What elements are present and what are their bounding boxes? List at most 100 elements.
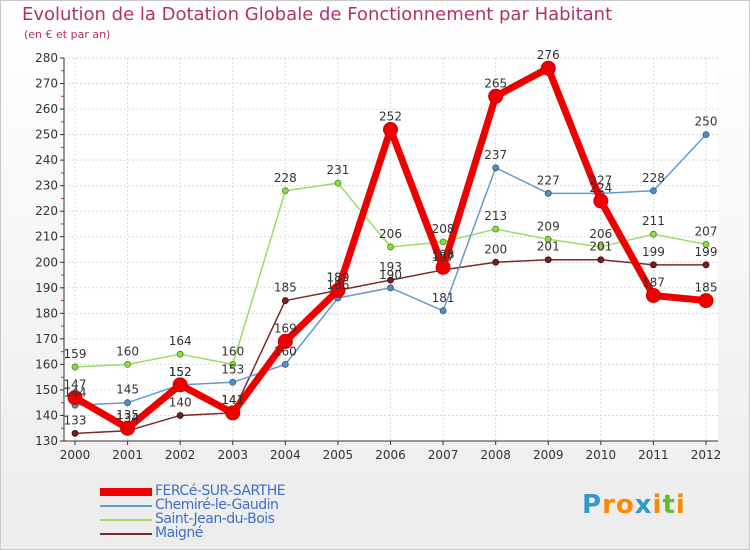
- data-point-maigne: [71, 429, 79, 437]
- data-label-ferce: 224: [589, 181, 612, 195]
- data-label-ferce: 152: [169, 365, 192, 379]
- y-tick-label: 160: [35, 357, 58, 371]
- data-point-ferce: [698, 293, 714, 309]
- data-label-ferce: 169: [274, 321, 297, 335]
- data-label-saint-jean: 209: [537, 219, 560, 233]
- data-label-chemire: 227: [589, 173, 612, 187]
- data-point-ferce: [225, 405, 241, 421]
- data-point-ferce: [645, 287, 661, 303]
- data-label-maigne: 185: [274, 281, 297, 295]
- y-tick-label: 240: [35, 153, 58, 167]
- data-point-chemire: [544, 189, 552, 197]
- data-point-chemire: [124, 399, 131, 407]
- legend-swatch-saint-jean: [100, 519, 152, 521]
- y-tick-label: 250: [35, 128, 58, 142]
- legend-label-ferce: FERCé-SUR-SARTHE: [155, 483, 286, 499]
- y-tick-label: 270: [35, 77, 58, 91]
- legend-label-chemire: Chemiré-le-Gaudin: [155, 497, 279, 513]
- data-label-chemire: 144: [64, 385, 87, 399]
- data-label-chemire: 250: [695, 115, 718, 129]
- y-tick-label: 260: [35, 102, 58, 116]
- data-point-chemire: [387, 284, 394, 292]
- y-tick-label: 130: [35, 434, 58, 448]
- data-label-chemire: 186: [326, 278, 349, 292]
- data-point-ferce: [488, 88, 504, 104]
- data-point-ferce: [383, 121, 398, 137]
- data-label-saint-jean: 164: [169, 334, 192, 348]
- data-point-saint-jean: [281, 187, 289, 195]
- logo-letter: t: [662, 490, 676, 520]
- data-point-saint-jean: [71, 363, 79, 371]
- y-tick-label: 180: [35, 306, 58, 320]
- x-tick-label: 2011: [638, 448, 669, 462]
- logo-letter: o: [615, 490, 635, 520]
- x-tick-label: 2005: [323, 448, 354, 462]
- x-tick-label: 2006: [375, 448, 406, 462]
- data-point-ferce: [593, 193, 609, 209]
- legend-swatch-chemire: [100, 505, 152, 507]
- data-point-ferce: [67, 390, 83, 406]
- legend-swatch-ferce: [100, 488, 152, 496]
- x-tick-label: 2002: [165, 448, 196, 462]
- data-point-saint-jean: [229, 360, 237, 368]
- legend-label-maigne: Maigné: [155, 525, 203, 541]
- data-label-ferce: 265: [484, 76, 507, 90]
- data-point-maigne: [281, 297, 289, 304]
- data-point-chemire: [281, 360, 289, 368]
- y-tick-label: 140: [35, 408, 58, 422]
- data-label-ferce: 141: [221, 393, 244, 407]
- y-tick-label: 230: [35, 179, 58, 193]
- data-label-chemire: 145: [116, 383, 139, 397]
- x-tick-label: 2012: [691, 448, 722, 462]
- data-label-maigne: 201: [589, 240, 612, 254]
- logo-letter: i: [652, 490, 663, 520]
- data-label-ferce: 135: [116, 408, 139, 422]
- data-point-maigne: [176, 412, 184, 419]
- y-tick-label: 150: [35, 383, 58, 397]
- y-tick-label: 210: [35, 230, 58, 244]
- data-label-maigne: 189: [326, 270, 349, 284]
- x-tick-label: 2003: [217, 448, 248, 462]
- data-label-maigne: 134: [116, 411, 139, 425]
- data-label-saint-jean: 211: [642, 214, 665, 228]
- data-label-saint-jean: 208: [432, 222, 455, 236]
- data-point-saint-jean: [387, 243, 394, 251]
- data-label-saint-jean: 160: [116, 344, 139, 358]
- data-label-saint-jean: 231: [326, 163, 349, 177]
- data-label-ferce: 189: [326, 270, 349, 284]
- data-point-ferce: [277, 333, 293, 349]
- data-label-saint-jean: 159: [64, 347, 87, 361]
- x-tick-label: 2000: [60, 448, 91, 462]
- data-label-chemire: 152: [169, 365, 192, 379]
- data-point-saint-jean: [176, 350, 184, 358]
- data-point-maigne: [387, 276, 394, 284]
- data-label-ferce: 187: [642, 275, 665, 289]
- data-label-chemire: 190: [379, 268, 402, 282]
- data-label-chemire: 153: [221, 362, 244, 376]
- data-label-maigne: 199: [695, 245, 718, 259]
- x-tick-label: 2010: [586, 448, 617, 462]
- data-point-chemire: [492, 164, 500, 172]
- data-label-ferce: 252: [379, 109, 402, 123]
- data-label-ferce: 185: [695, 281, 718, 295]
- data-point-saint-jean: [650, 230, 657, 238]
- data-point-chemire: [650, 187, 657, 195]
- proxiti-logo: Proxiti: [582, 490, 686, 520]
- y-tick-label: 220: [35, 204, 58, 218]
- data-point-saint-jean: [702, 240, 710, 248]
- data-label-maigne: 200: [484, 242, 507, 256]
- data-label-chemire: 181: [432, 291, 455, 305]
- x-tick-label: 2001: [112, 448, 143, 462]
- data-label-chemire: 160: [274, 344, 297, 358]
- data-point-saint-jean: [124, 360, 131, 368]
- data-point-ferce: [120, 420, 136, 436]
- data-point-saint-jean: [439, 238, 447, 246]
- data-label-saint-jean: 206: [589, 227, 612, 241]
- data-point-ferce: [330, 282, 346, 298]
- x-tick-label: 2008: [480, 448, 511, 462]
- chart-title: Evolution de la Dotation Globale de Fonc…: [22, 4, 613, 25]
- data-label-maigne: 201: [537, 240, 560, 254]
- data-point-maigne: [597, 256, 605, 264]
- data-label-chemire: 227: [537, 173, 560, 187]
